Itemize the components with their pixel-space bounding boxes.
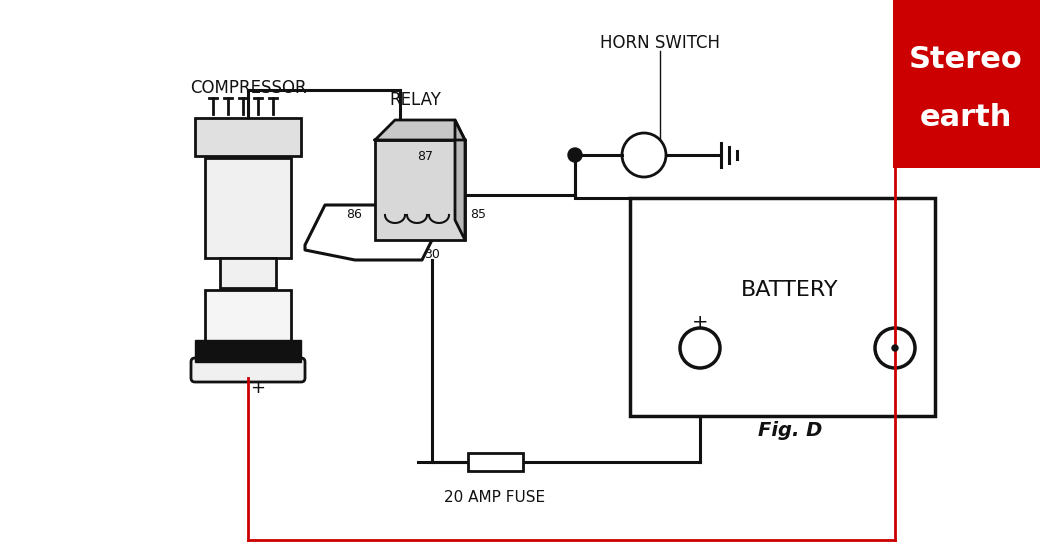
Text: Stereo: Stereo: [909, 45, 1023, 74]
FancyBboxPatch shape: [468, 453, 523, 471]
Text: 87: 87: [417, 151, 433, 163]
Text: earth: earth: [919, 104, 1012, 132]
FancyBboxPatch shape: [205, 158, 291, 258]
Text: 86: 86: [346, 208, 362, 220]
Text: 30: 30: [424, 248, 440, 261]
Polygon shape: [375, 120, 465, 140]
FancyBboxPatch shape: [630, 198, 935, 416]
FancyBboxPatch shape: [893, 0, 1040, 168]
Text: BATTERY: BATTERY: [742, 280, 839, 300]
FancyBboxPatch shape: [220, 258, 276, 288]
Circle shape: [568, 148, 582, 162]
Circle shape: [875, 328, 915, 368]
FancyBboxPatch shape: [196, 118, 301, 156]
FancyBboxPatch shape: [191, 358, 305, 382]
Polygon shape: [456, 120, 465, 240]
Circle shape: [680, 328, 720, 368]
Text: +: +: [251, 379, 265, 397]
Text: RELAY: RELAY: [389, 91, 441, 109]
Text: +: +: [692, 312, 708, 331]
FancyBboxPatch shape: [205, 290, 291, 370]
Text: 20 AMP FUSE: 20 AMP FUSE: [444, 490, 546, 505]
Circle shape: [892, 345, 898, 351]
Text: 85: 85: [470, 208, 486, 220]
Text: HORN SWITCH: HORN SWITCH: [600, 34, 720, 52]
FancyBboxPatch shape: [375, 140, 465, 240]
Text: COMPRESSOR: COMPRESSOR: [189, 79, 307, 97]
Text: Fig. D: Fig. D: [758, 420, 823, 439]
Circle shape: [622, 133, 666, 177]
FancyBboxPatch shape: [196, 340, 301, 362]
